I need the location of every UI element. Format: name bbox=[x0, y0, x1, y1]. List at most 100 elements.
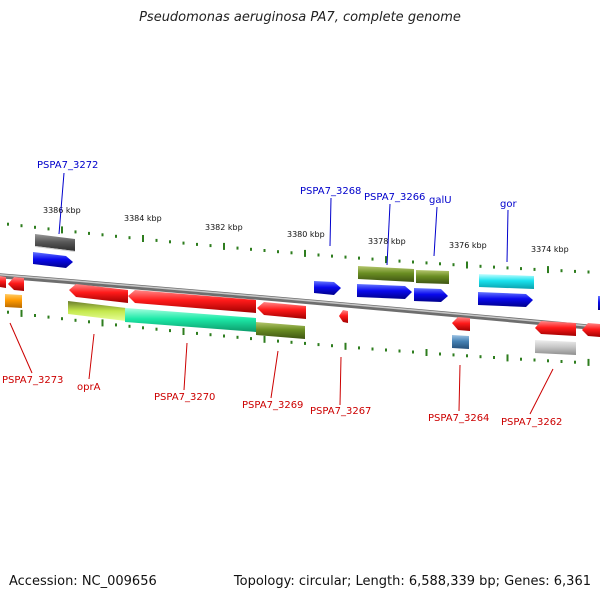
gene-lime-oprA[interactable] bbox=[68, 301, 126, 321]
gene-olive-3266[interactable] bbox=[358, 266, 414, 282]
ruler-bottom-minor-tick bbox=[520, 357, 522, 361]
gene-red-3269[interactable] bbox=[257, 302, 306, 319]
ruler-bottom-minor-tick bbox=[331, 344, 333, 348]
ruler-top-minor-tick bbox=[398, 259, 401, 263]
gene-red-oprA[interactable] bbox=[69, 284, 128, 303]
ruler-bottom-minor-tick bbox=[88, 320, 90, 324]
ruler-top-minor-tick bbox=[506, 266, 509, 270]
genome-summary-text: Topology: circular; Length: 6,588,339 bp… bbox=[233, 574, 591, 589]
gene-red-edge-left[interactable] bbox=[0, 276, 6, 288]
gene-orange-3273[interactable] bbox=[5, 294, 22, 308]
gene-label-oprA[interactable]: oprA bbox=[77, 382, 101, 393]
ruler-label-3376: 3376 kbp bbox=[449, 241, 487, 250]
ruler-label-3380: 3380 kbp bbox=[287, 230, 325, 239]
ruler-top-major-tick bbox=[466, 261, 468, 269]
gene-red-3273[interactable] bbox=[8, 277, 24, 291]
chromosome-backbone bbox=[0, 273, 600, 331]
gene-red-3264[interactable] bbox=[452, 317, 470, 331]
ruler-top-minor-tick bbox=[74, 230, 77, 234]
gene-blue-galU[interactable] bbox=[414, 288, 448, 302]
ruler-top-minor-tick bbox=[196, 242, 198, 246]
ruler-top-minor-tick bbox=[88, 231, 90, 235]
bottom-leader-lines bbox=[9, 322, 554, 415]
ruler-bottom-major-tick bbox=[101, 319, 104, 327]
ruler-label-3386: 3386 kbp bbox=[43, 206, 81, 215]
gene-label-PSPA7_3270[interactable]: PSPA7_3270 bbox=[154, 392, 215, 403]
accession-text: Accession: NC_009656 bbox=[9, 574, 157, 589]
ruler-bottom-major-tick bbox=[425, 349, 428, 356]
ruler-bottom-minor-tick bbox=[115, 323, 117, 327]
ruler-bottom-minor-tick bbox=[547, 359, 549, 363]
map-title: Pseudomonas aeruginosa PA7, complete gen… bbox=[139, 10, 461, 25]
gene-teal-3270[interactable] bbox=[125, 308, 256, 332]
gene-blue-gor[interactable] bbox=[478, 292, 533, 307]
gene-label-gor[interactable]: gor bbox=[500, 199, 517, 210]
ruler-top-minor-tick bbox=[452, 263, 455, 267]
ruler-top bbox=[7, 222, 590, 274]
ruler-bottom-minor-tick bbox=[128, 324, 131, 328]
gene-lightgray-3262[interactable] bbox=[535, 340, 576, 355]
gene-label-PSPA7_3267[interactable]: PSPA7_3267 bbox=[310, 406, 371, 417]
ruler-top-minor-tick bbox=[412, 260, 414, 264]
ruler-top-minor-tick bbox=[560, 269, 563, 273]
ruler-bottom-minor-tick bbox=[209, 333, 212, 337]
gene-cyan-gor[interactable] bbox=[479, 274, 534, 289]
ruler-bottom-major-tick bbox=[587, 358, 590, 366]
gene-olive-3269[interactable] bbox=[256, 322, 305, 339]
ruler-bottom-major-tick bbox=[263, 335, 266, 343]
ruler-bottom-minor-tick bbox=[223, 334, 225, 338]
ruler-top-minor-tick bbox=[439, 262, 441, 266]
gene-label-PSPA7_3262[interactable]: PSPA7_3262 bbox=[501, 417, 562, 428]
gene-blue-3268[interactable] bbox=[314, 281, 341, 295]
ruler-bottom-minor-tick bbox=[74, 318, 77, 322]
ruler-bottom-minor-tick bbox=[7, 310, 9, 314]
ruler-bottom-minor-tick bbox=[304, 341, 306, 345]
gene-label-PSPA7_3273[interactable]: PSPA7_3273 bbox=[2, 375, 63, 386]
ruler-bottom-minor-tick bbox=[479, 355, 482, 359]
ruler-top-minor-tick bbox=[520, 267, 522, 271]
ruler-top-minor-tick bbox=[20, 224, 23, 228]
ruler-top-minor-tick bbox=[533, 267, 536, 271]
chromosome-backbone-highlight bbox=[0, 274, 600, 328]
ruler-bottom-minor-tick bbox=[290, 340, 293, 344]
gene-label-PSPA7_3266[interactable]: PSPA7_3266 bbox=[364, 192, 425, 203]
gene-olive-galU[interactable] bbox=[416, 270, 449, 284]
ruler-bottom-minor-tick bbox=[412, 350, 414, 354]
gene-label-PSPA7_3264[interactable]: PSPA7_3264 bbox=[428, 413, 489, 424]
ruler-top-minor-tick bbox=[182, 241, 185, 245]
ruler-bottom-minor-tick bbox=[61, 317, 63, 321]
gene-gray-3272-shadow bbox=[35, 246, 75, 252]
gene-red-edge-right[interactable] bbox=[582, 323, 600, 337]
ruler-bottom-minor-tick bbox=[371, 347, 374, 351]
ruler-bottom-minor-tick bbox=[452, 353, 455, 357]
gene-label-galU[interactable]: galU bbox=[429, 195, 452, 206]
ruler-top-major-tick bbox=[223, 242, 225, 250]
ruler-top-minor-tick bbox=[317, 253, 320, 257]
gene-steel-3264[interactable] bbox=[452, 335, 469, 349]
ruler-top-minor-tick bbox=[263, 249, 266, 252]
ruler-bottom bbox=[7, 309, 590, 366]
ruler-bottom-minor-tick bbox=[439, 352, 441, 356]
gene-red-3270[interactable] bbox=[128, 290, 256, 313]
ruler-label-3378: 3378 kbp bbox=[368, 237, 406, 246]
gene-blue-3266[interactable] bbox=[357, 284, 412, 299]
ruler-bottom-minor-tick bbox=[533, 358, 536, 362]
ruler-top-minor-tick bbox=[250, 247, 252, 251]
ruler-top-minor-tick bbox=[47, 227, 50, 231]
ruler-bottom-major-tick bbox=[344, 342, 347, 350]
ruler-bottom-minor-tick bbox=[250, 337, 252, 341]
gene-blue-3272[interactable] bbox=[33, 252, 73, 268]
gene-red-3267[interactable] bbox=[339, 310, 348, 323]
gene-label-PSPA7_3268[interactable]: PSPA7_3268 bbox=[300, 186, 361, 197]
ruler-top-minor-tick bbox=[371, 257, 374, 261]
ruler-bottom-minor-tick bbox=[493, 356, 495, 359]
gene-gray-3272[interactable] bbox=[35, 234, 75, 251]
ruler-top-minor-tick bbox=[209, 244, 212, 248]
ruler-bottom-minor-tick bbox=[398, 349, 401, 353]
gene-red-3262[interactable] bbox=[535, 321, 576, 336]
gene-label-PSPA7_3272[interactable]: PSPA7_3272 bbox=[37, 160, 98, 171]
ruler-top-minor-tick bbox=[236, 246, 239, 250]
ruler-bottom-minor-tick bbox=[34, 314, 36, 317]
gene-label-PSPA7_3269[interactable]: PSPA7_3269 bbox=[242, 400, 303, 411]
